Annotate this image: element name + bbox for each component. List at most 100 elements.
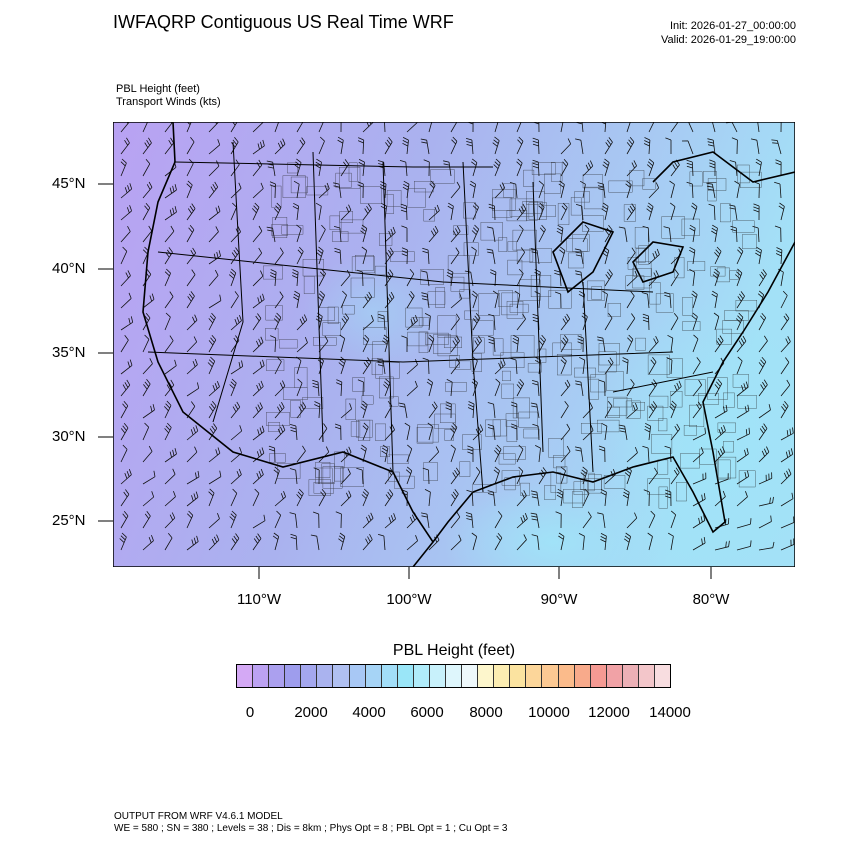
county-border xyxy=(507,259,523,276)
wind-barb xyxy=(626,379,635,397)
wind-barb xyxy=(516,490,527,507)
wind-barb xyxy=(314,401,321,419)
wind-barb xyxy=(296,137,306,155)
colorbar-cell xyxy=(526,665,543,687)
wind-barb xyxy=(560,445,571,463)
wind-barb xyxy=(230,533,240,551)
county-border xyxy=(266,359,285,371)
wind-barb xyxy=(516,158,523,177)
county-border xyxy=(527,363,542,373)
wind-barb xyxy=(340,269,351,287)
wind-barb xyxy=(471,158,478,177)
wind-barb xyxy=(778,202,785,221)
county-border xyxy=(287,162,298,174)
wind-barb xyxy=(538,467,547,485)
lat-label-25: 25°N xyxy=(52,512,86,529)
county-border xyxy=(556,466,568,484)
wind-barb xyxy=(686,159,694,177)
county-border xyxy=(634,226,649,249)
county-border xyxy=(658,486,668,509)
county-border xyxy=(684,379,706,396)
wind-barb xyxy=(597,182,606,199)
wind-barb xyxy=(404,422,411,441)
wind-barb xyxy=(736,246,744,265)
county-border xyxy=(574,191,591,203)
wind-barb xyxy=(602,158,610,177)
wind-barb xyxy=(362,422,369,441)
wind-barb xyxy=(142,137,152,155)
county-border xyxy=(680,453,700,469)
wind-barb xyxy=(334,423,342,441)
county-border xyxy=(718,456,737,479)
colorbar-cell xyxy=(269,665,286,687)
wind-barb xyxy=(648,357,657,375)
wind-barb xyxy=(600,122,607,133)
county-border xyxy=(389,396,399,407)
wind-barb xyxy=(142,158,151,177)
county-border xyxy=(544,485,556,500)
wind-barb xyxy=(560,401,569,419)
wind-barb xyxy=(252,313,262,331)
county-border xyxy=(505,413,519,427)
wind-barb xyxy=(731,137,738,155)
colorbar-cell xyxy=(446,665,463,687)
wind-barb xyxy=(229,378,237,397)
county-border xyxy=(463,242,479,256)
colorbar-cell xyxy=(542,665,559,687)
county-border xyxy=(501,292,518,316)
colorbar-label: 10000 xyxy=(528,704,570,721)
wind-barb xyxy=(428,401,438,419)
wind-barb xyxy=(186,203,196,221)
wind-barb xyxy=(623,532,631,551)
wind-barb xyxy=(362,357,372,375)
county-border xyxy=(570,197,582,216)
wind-barb xyxy=(142,445,153,463)
wind-barb xyxy=(450,122,458,133)
county-border xyxy=(530,274,552,297)
county-border xyxy=(411,317,424,327)
wind-barb xyxy=(186,122,192,133)
county-border xyxy=(315,467,333,484)
county-border xyxy=(375,362,400,379)
wind-barb xyxy=(688,122,694,133)
wind-barb xyxy=(340,122,342,133)
wind-barb xyxy=(575,204,584,221)
wind-barb xyxy=(384,269,394,287)
wind-barb xyxy=(208,488,215,507)
field-label-winds: Transport Winds (kts) xyxy=(116,96,221,108)
wind-barb xyxy=(472,466,481,485)
wind-barb xyxy=(600,489,607,507)
wind-barb xyxy=(598,379,606,397)
wind-barb xyxy=(642,313,650,331)
wind-barb xyxy=(120,137,130,155)
county-border xyxy=(661,216,685,239)
county-border xyxy=(444,429,454,441)
colorbar-cell xyxy=(317,665,334,687)
wind-barb xyxy=(494,358,506,375)
county-border xyxy=(340,219,364,234)
county-border xyxy=(676,482,687,502)
county-border xyxy=(509,303,529,313)
wind-barb xyxy=(274,356,282,375)
wind-barb xyxy=(274,247,284,265)
wind-barb xyxy=(447,202,454,221)
wind-barb xyxy=(775,159,782,177)
wind-barb xyxy=(208,423,218,441)
county-border xyxy=(445,382,467,392)
wind-barb xyxy=(335,511,342,529)
wind-barb xyxy=(427,422,433,441)
wind-barb xyxy=(164,184,177,199)
wind-barb xyxy=(186,336,198,353)
county-border xyxy=(272,217,288,239)
wind-barb xyxy=(516,203,527,221)
wind-barb xyxy=(422,247,430,265)
wind-barb xyxy=(252,293,265,309)
county-border xyxy=(623,204,636,222)
county-border xyxy=(462,434,482,450)
wind-barb xyxy=(252,225,263,243)
wind-barb xyxy=(516,534,527,551)
wind-barb xyxy=(208,447,221,463)
wind-barb xyxy=(576,122,584,133)
wind-barb xyxy=(554,270,562,287)
wind-barb xyxy=(428,204,440,221)
